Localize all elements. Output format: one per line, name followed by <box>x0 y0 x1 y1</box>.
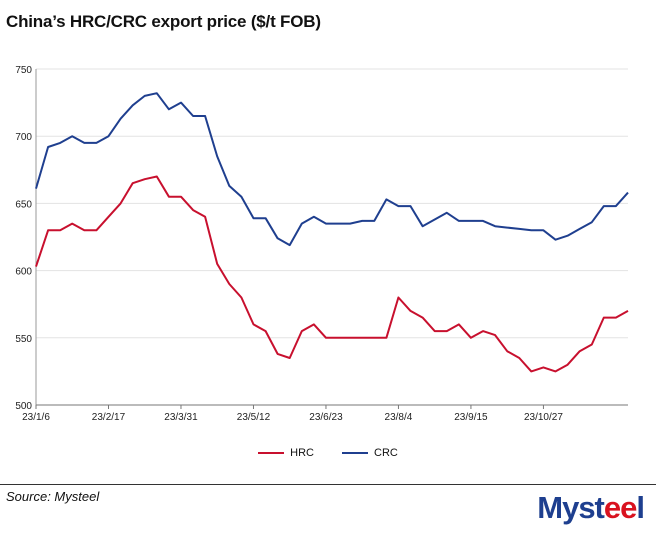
legend-label-crc: CRC <box>374 447 398 459</box>
hrc-swatch <box>258 452 285 454</box>
x-tick-label: 23/6/23 <box>309 412 343 423</box>
x-tick-label: 23/9/15 <box>454 412 488 423</box>
chart-title: China’s HRC/CRC export price ($/t FOB) <box>6 12 321 31</box>
gridlines <box>35 68 628 406</box>
x-tick-label: 23/2/17 <box>92 412 126 423</box>
y-tick-label: 750 <box>15 65 32 76</box>
mysteel-logo: Mysteel <box>537 490 645 526</box>
series-line-crc <box>35 92 629 247</box>
series-lines <box>35 92 629 373</box>
y-tick-label: 600 <box>15 267 32 278</box>
legend-item-hrc[interactable]: HRC <box>258 447 314 459</box>
x-tick-label: 23/5/12 <box>237 412 271 423</box>
y-tick-label: 700 <box>15 132 32 143</box>
source-note: Source: Mysteel <box>6 489 100 504</box>
legend: HRC CRC <box>0 447 656 459</box>
x-axis-ticks: 23/1/6 23/2/17 23/3/31 23/5/12 23/6/23 23/8/4… <box>22 405 563 423</box>
x-tick-label: 23/3/31 <box>164 412 198 423</box>
y-tick-label: 650 <box>15 199 32 210</box>
logo-part-a: Myst <box>537 490 605 525</box>
legend-label-hrc: HRC <box>290 447 314 459</box>
x-tick-label: 23/10/27 <box>524 412 563 423</box>
y-axis-ticks: 500 550 600 650 700 750 <box>15 65 32 412</box>
x-tick-label: 23/8/4 <box>385 412 413 423</box>
y-tick-label: 500 <box>15 401 32 412</box>
footer-divider <box>0 484 656 485</box>
crc-swatch <box>342 452 368 454</box>
series-line-hrc <box>35 175 629 373</box>
legend-item-crc[interactable]: CRC <box>342 447 398 459</box>
x-tick-label: 23/1/6 <box>22 412 50 423</box>
y-tick-label: 550 <box>15 334 32 345</box>
logo-part-c: l <box>636 490 645 525</box>
logo-part-b: ee <box>603 490 637 525</box>
